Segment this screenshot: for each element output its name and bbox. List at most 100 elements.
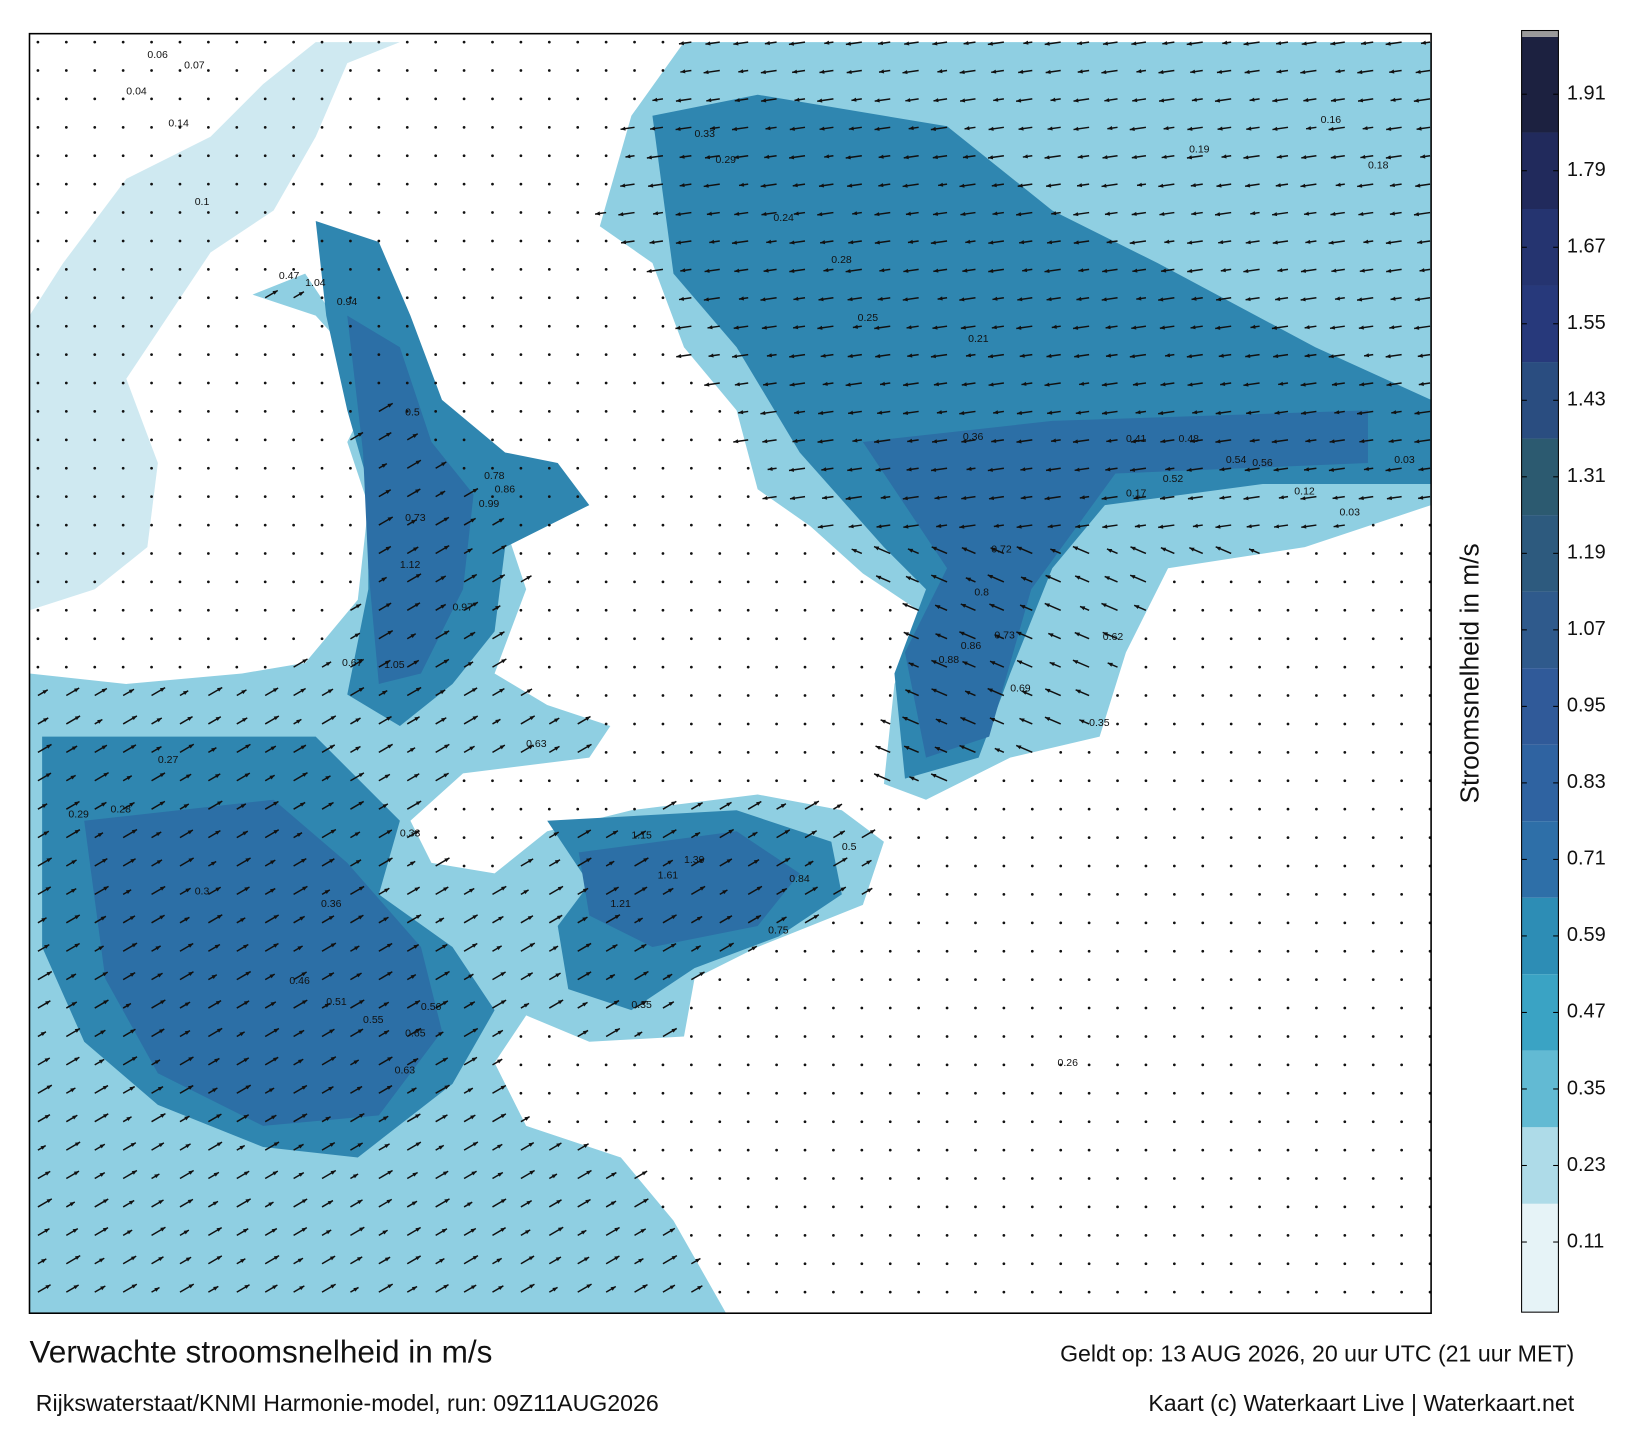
grid-dot bbox=[462, 40, 466, 44]
grid-dot bbox=[320, 495, 324, 499]
grid-dot bbox=[462, 296, 466, 300]
grid-dot bbox=[1002, 1205, 1006, 1209]
arrow-head bbox=[1385, 155, 1391, 160]
grid-dot bbox=[320, 211, 324, 214]
grid-dot bbox=[320, 410, 324, 413]
grid-dot bbox=[860, 949, 864, 953]
arrow-head bbox=[99, 1144, 105, 1149]
arrow-head bbox=[470, 1285, 477, 1290]
arrow-head bbox=[820, 353, 826, 358]
arrow-head bbox=[1390, 296, 1396, 301]
arrow-head bbox=[932, 211, 939, 216]
arrow-head bbox=[40, 1145, 46, 1150]
grid-dot bbox=[633, 779, 636, 783]
arrow-head bbox=[99, 1258, 105, 1263]
arrow-head bbox=[211, 747, 217, 752]
grid-dot bbox=[320, 40, 324, 44]
grid-dot bbox=[1286, 694, 1290, 697]
grid-dot bbox=[1087, 1205, 1091, 1209]
arrow-head bbox=[44, 1228, 50, 1233]
grid-dot bbox=[292, 97, 295, 101]
grid-dot bbox=[1400, 523, 1404, 527]
arrow-head bbox=[789, 382, 795, 387]
arrow-head bbox=[103, 1199, 109, 1204]
grid-dot bbox=[1116, 1035, 1119, 1038]
grid-dot bbox=[803, 608, 807, 612]
arrow-head bbox=[1328, 467, 1334, 472]
grid-dot bbox=[320, 637, 324, 641]
arrow-head bbox=[1072, 546, 1079, 551]
grid-dot bbox=[178, 353, 182, 356]
grid-dot bbox=[604, 807, 608, 811]
speed-label: 0.62 bbox=[1103, 631, 1124, 643]
grid-dot bbox=[576, 637, 580, 641]
arrow-head bbox=[903, 268, 909, 273]
grid-dot bbox=[235, 211, 239, 214]
arrow-head bbox=[269, 775, 275, 780]
grid-dot bbox=[235, 40, 239, 44]
grid-dot bbox=[1229, 807, 1233, 811]
grid-dot bbox=[1116, 807, 1119, 811]
water-deep bbox=[347, 315, 474, 684]
grid-dot bbox=[775, 949, 778, 953]
grid-dot bbox=[1030, 807, 1034, 811]
grid-dot bbox=[1400, 722, 1404, 726]
arrow-head bbox=[963, 41, 969, 46]
grid-dot bbox=[1343, 1290, 1347, 1294]
arrow-head bbox=[794, 410, 800, 415]
arrow-head bbox=[1047, 126, 1053, 131]
arrow-head bbox=[526, 689, 533, 694]
arrow-head bbox=[1330, 211, 1336, 216]
grid-dot bbox=[1059, 779, 1063, 783]
grid-dot bbox=[1343, 1063, 1347, 1067]
arrow-head bbox=[156, 746, 162, 751]
arrow-head bbox=[680, 69, 686, 74]
grid-dot bbox=[661, 1120, 665, 1124]
grid-dot bbox=[1116, 893, 1119, 896]
grid-dot bbox=[178, 211, 182, 214]
grid-dot bbox=[1343, 580, 1347, 584]
grid-dot bbox=[1371, 580, 1375, 584]
grid-dot bbox=[832, 779, 835, 783]
arrow-head bbox=[1389, 211, 1395, 216]
arrow-head bbox=[1046, 297, 1052, 302]
arrow-head bbox=[1413, 212, 1420, 217]
speed-label: 0.19 bbox=[1189, 144, 1210, 156]
grid-dot bbox=[1343, 1205, 1347, 1209]
grid-dot bbox=[576, 1120, 580, 1124]
arrow-head bbox=[726, 858, 732, 864]
grid-dot bbox=[150, 466, 153, 470]
grid-dot bbox=[1201, 807, 1205, 811]
arrow-head bbox=[381, 577, 387, 582]
grid-dot bbox=[1343, 1006, 1347, 1010]
arrow-head bbox=[903, 410, 909, 416]
arrow-head bbox=[324, 889, 330, 895]
arrow-head bbox=[382, 803, 388, 809]
arrow-head bbox=[441, 462, 447, 467]
arrow-head bbox=[847, 353, 853, 358]
grid-dot bbox=[803, 1120, 807, 1124]
grid-dot bbox=[718, 779, 722, 783]
grid-dot bbox=[1315, 750, 1318, 754]
grid-dot bbox=[1002, 978, 1006, 982]
arrow-head bbox=[1135, 410, 1141, 415]
arrow-head bbox=[1073, 98, 1079, 103]
arrow-head bbox=[527, 972, 533, 977]
grid-dot bbox=[1229, 864, 1233, 868]
arrow-head bbox=[731, 240, 738, 245]
grid-dot bbox=[1258, 750, 1261, 754]
arrow-head bbox=[269, 974, 275, 979]
grid-dot bbox=[576, 324, 580, 328]
grid-dot bbox=[1258, 836, 1261, 839]
speed-label: 0.55 bbox=[363, 1014, 384, 1026]
arrow-head bbox=[357, 1029, 364, 1034]
arrow-head bbox=[557, 1227, 564, 1232]
arrow-head bbox=[156, 859, 163, 865]
arrow-head bbox=[300, 688, 306, 693]
arrow-head bbox=[1189, 438, 1196, 444]
grid-dot bbox=[1229, 1035, 1233, 1038]
arrow-head bbox=[467, 661, 474, 667]
speed-label: 0.35 bbox=[1089, 717, 1110, 729]
grid-dot bbox=[1002, 1091, 1006, 1095]
arrow-head bbox=[610, 1201, 617, 1206]
